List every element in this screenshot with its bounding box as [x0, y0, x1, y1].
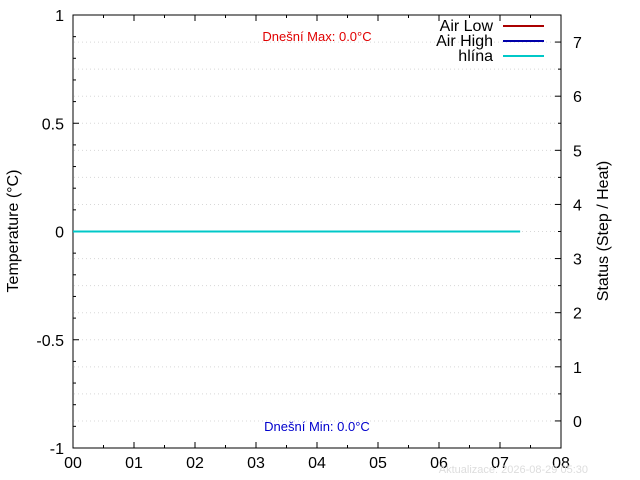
y-tick-label: -0.5 [36, 333, 64, 350]
x-tick-label: 05 [369, 455, 387, 472]
max-annotation: Dnešní Max: 0.0°C [262, 29, 371, 44]
x-tick-label: 04 [308, 455, 326, 472]
y2-tick-label: 2 [573, 306, 582, 323]
x-tick-label: 00 [64, 455, 82, 472]
legend-label: hlína [458, 48, 493, 65]
legend-label: Air High [436, 33, 493, 50]
y2-tick-label: 1 [573, 360, 582, 377]
y-axis-title: Temperature (°C) [5, 170, 22, 293]
y2-tick-label: 4 [573, 197, 582, 214]
y2-tick-label: 6 [573, 89, 582, 106]
y2-tick-label: 0 [573, 414, 582, 431]
x-tick-label: 01 [125, 455, 143, 472]
y2-axis-title: Status (Step / Heat) [595, 161, 612, 302]
legend-label: Air Low [440, 18, 494, 35]
x-tick-labels: 00 01 02 03 04 05 06 07 08 [64, 455, 570, 472]
x-tick-label: 07 [491, 455, 509, 472]
y2-tick-label: 3 [573, 252, 582, 269]
x-tick-label: 03 [247, 455, 265, 472]
y-tick-labels: -1 -0.5 0 0.5 1 [36, 8, 64, 458]
y-tick-label: 1 [55, 8, 64, 25]
x-tick-label: 06 [430, 455, 448, 472]
min-annotation: Dnešní Min: 0.0°C [264, 419, 370, 434]
x-tick-label: 02 [186, 455, 204, 472]
y-tick-label: 0.5 [42, 116, 64, 133]
y2-tick-labels: 0 1 2 3 4 5 6 7 [573, 35, 582, 431]
y2-tick-label: 7 [573, 35, 582, 52]
update-timestamp: Aktualizace: 2026-08-29 05:30 [439, 464, 588, 476]
y2-tick-label: 5 [573, 143, 582, 160]
y-tick-label: -1 [50, 441, 64, 458]
x-tick-label: 08 [552, 455, 570, 472]
y-tick-label: 0 [55, 225, 64, 242]
